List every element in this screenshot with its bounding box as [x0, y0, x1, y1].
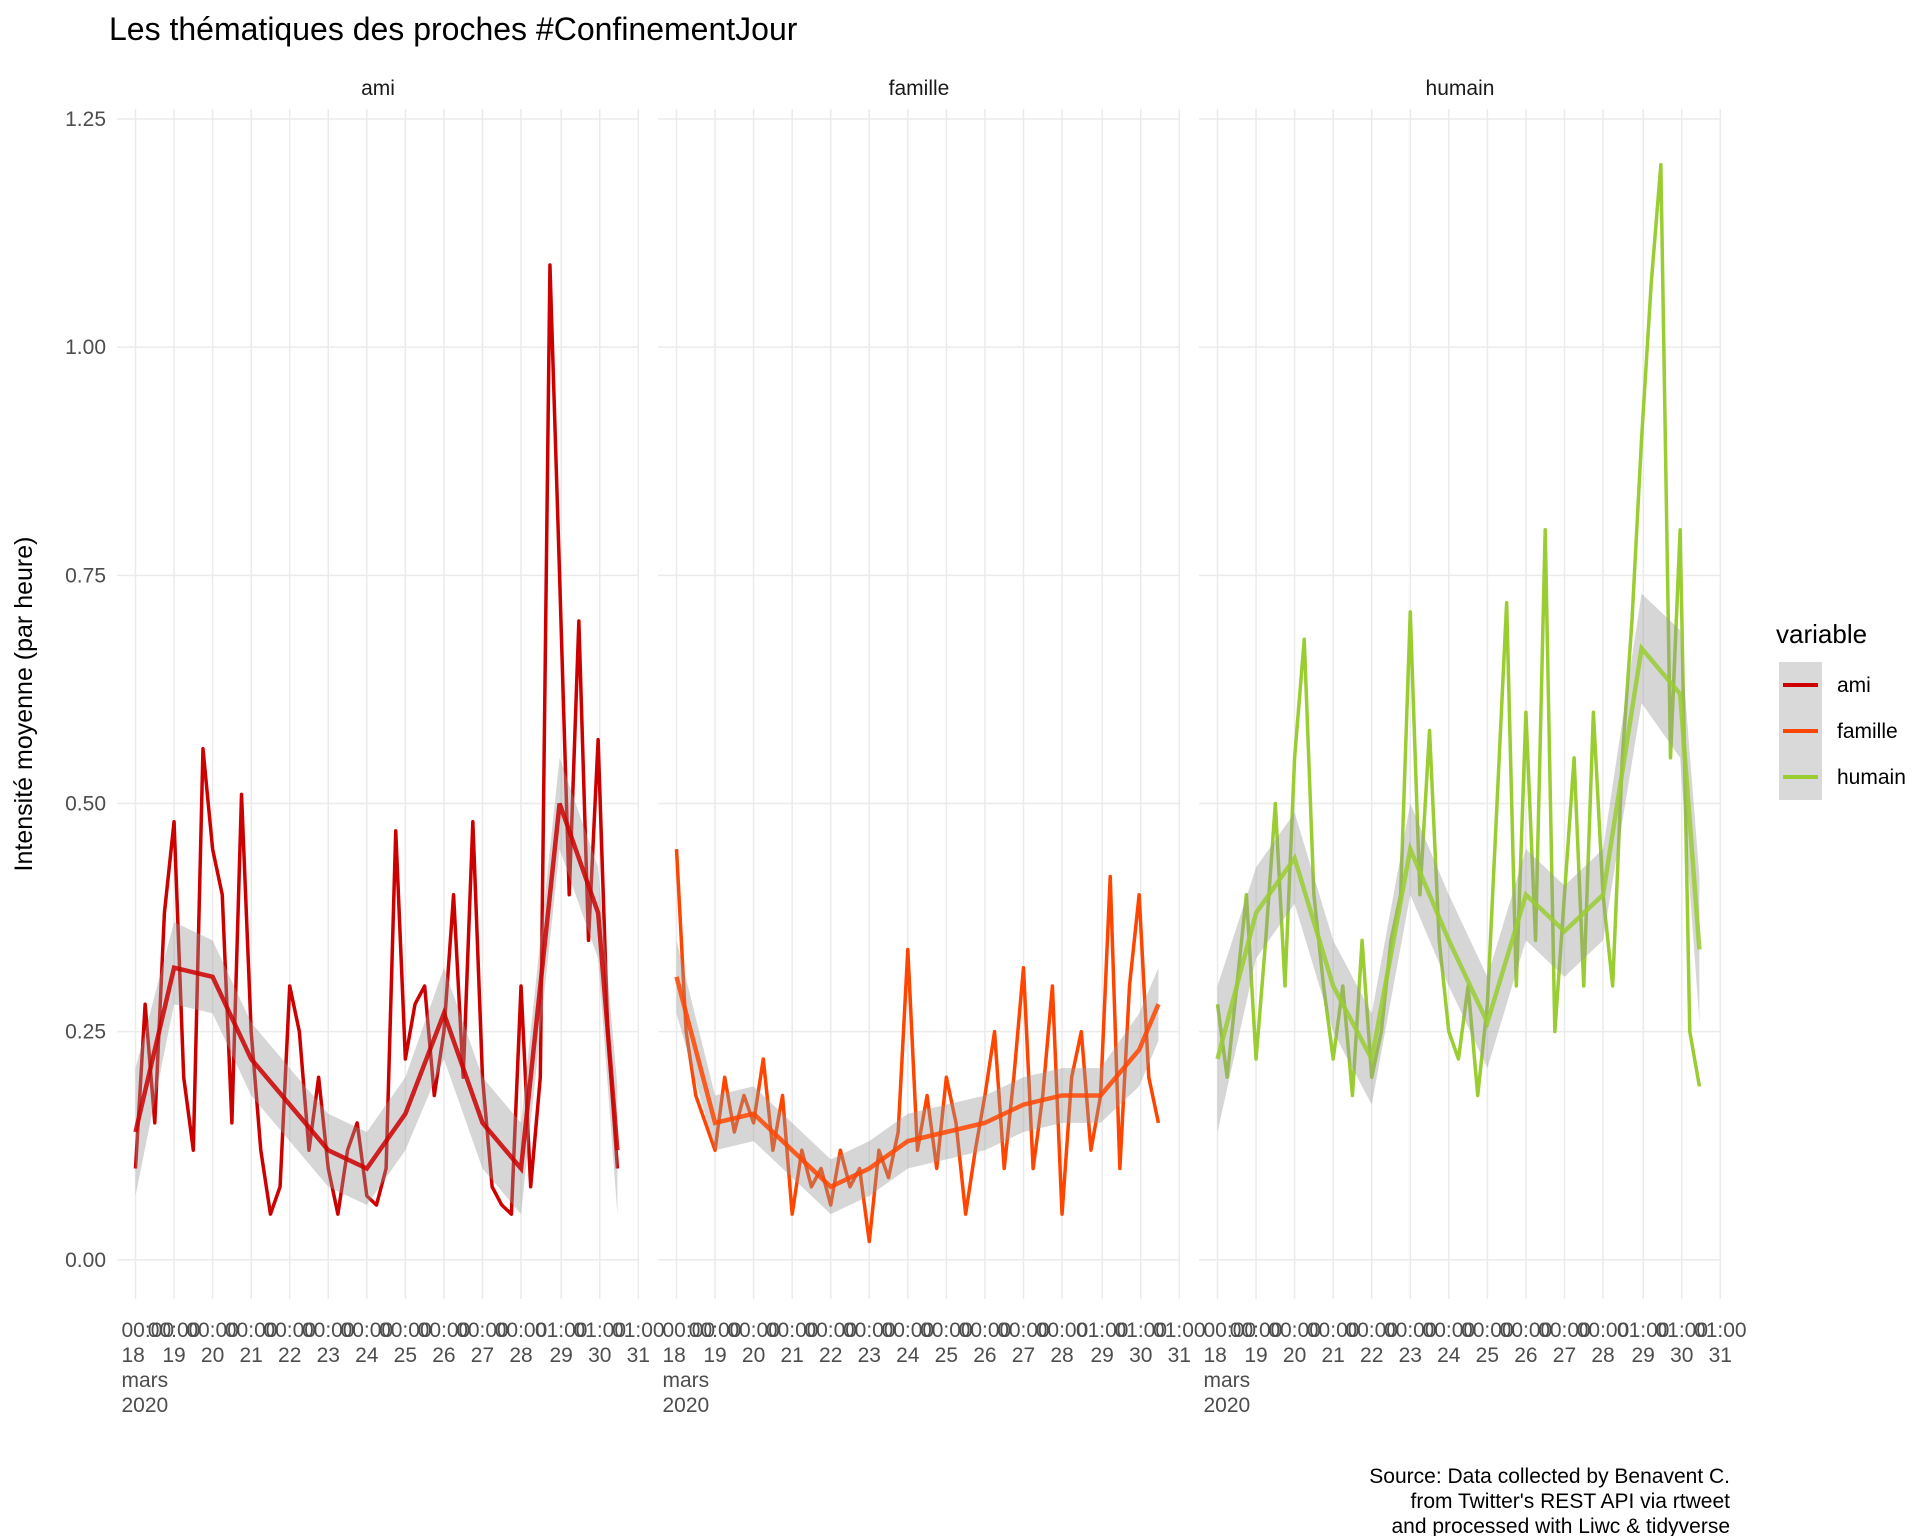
- x-tick-label: 00:00 18 mars 2020: [121, 1319, 175, 1417]
- y-tick-label: 0.00: [65, 1249, 106, 1272]
- caption: and processed with Liwc & tidyverse: [1392, 1515, 1731, 1536]
- x-tick-label: 00:00 26: [417, 1319, 471, 1367]
- y-tick-label: 1.25: [65, 108, 106, 131]
- caption: Source: Data collected by Benavent C.: [1369, 1465, 1730, 1488]
- data-line: [674, 849, 1161, 1244]
- x-tick-label: 00:00 22: [1345, 1319, 1398, 1367]
- x-tick-label: 00:00 26: [1499, 1319, 1553, 1367]
- x-tick-label: 00:00 28: [1035, 1319, 1089, 1367]
- data-line: [1215, 162, 1702, 1098]
- x-tick-label: 00:00 24: [1422, 1319, 1476, 1367]
- x-tick-label: 00:00 28: [1576, 1319, 1630, 1367]
- x-tick-label: 01:00 29: [1616, 1319, 1670, 1367]
- x-tick-label: 00:00 25: [1461, 1319, 1514, 1367]
- x-tick-label: 00:00 19: [688, 1319, 742, 1367]
- chart-title: Les thématiques des proches #Confinement…: [109, 11, 798, 47]
- smooth-line: [133, 802, 620, 1174]
- x-tick-label: 01:00 29: [534, 1319, 588, 1367]
- x-tick-label: 00:00 21: [765, 1319, 819, 1367]
- x-tick-label: 00:00 19: [147, 1319, 201, 1367]
- x-tick-label: 01:00 31: [1153, 1319, 1206, 1367]
- x-tick-label: 00:00 24: [881, 1319, 935, 1367]
- y-tick-label: 1.00: [65, 336, 106, 359]
- x-tick-label: 00:00 22: [263, 1319, 316, 1367]
- x-tick-label: 00:00 28: [494, 1319, 548, 1367]
- x-tick-label: 00:00 27: [997, 1319, 1050, 1367]
- smooth-line: [674, 976, 1161, 1190]
- x-tick-label: 00:00 20: [727, 1319, 780, 1367]
- legend-label: famille: [1837, 720, 1898, 743]
- facet-label: ami: [361, 77, 395, 100]
- x-tick-label: 01:00 30: [1114, 1319, 1168, 1367]
- y-tick-label: 0.75: [65, 564, 106, 587]
- x-tick-label: 00:00 25: [379, 1319, 432, 1367]
- y-axis-label: Intensité moyenne (par heure): [10, 537, 38, 872]
- y-tick-label: 0.50: [65, 792, 106, 815]
- legend-label: humain: [1837, 766, 1906, 789]
- x-tick-label: 00:00 27: [456, 1319, 509, 1367]
- x-tick-label: 00:00 23: [1383, 1319, 1437, 1367]
- x-tick-label: 00:00 23: [301, 1319, 355, 1367]
- facet-label: humain: [1426, 77, 1495, 100]
- x-tick-label: 00:00 20: [1268, 1319, 1321, 1367]
- x-tick-label: 00:00 21: [1306, 1319, 1360, 1367]
- x-tick-label: 00:00 18 mars 2020: [1203, 1319, 1257, 1417]
- x-tick-label: 00:00 26: [958, 1319, 1012, 1367]
- x-tick-label: 01:00 31: [612, 1319, 665, 1367]
- x-tick-label: 00:00 19: [1229, 1319, 1283, 1367]
- confidence-band: [135, 757, 618, 1215]
- x-tick-label: 00:00 25: [920, 1319, 973, 1367]
- confidence-band: [676, 940, 1159, 1215]
- x-tick-label: 01:00 29: [1075, 1319, 1129, 1367]
- facet-label: famille: [889, 77, 950, 100]
- x-tick-label: 00:00 23: [842, 1319, 896, 1367]
- data-line: [133, 263, 620, 1216]
- x-tick-label: 01:00 30: [1655, 1319, 1709, 1367]
- smooth-line: [1215, 643, 1702, 1066]
- x-tick-label: 00:00 18 mars 2020: [662, 1319, 716, 1417]
- x-tick-label: 00:00 20: [186, 1319, 239, 1367]
- caption: from Twitter's REST API via rtweet: [1411, 1490, 1731, 1513]
- x-tick-label: 00:00 22: [804, 1319, 857, 1367]
- legend-title: variable: [1776, 619, 1867, 649]
- x-tick-label: 00:00 27: [1538, 1319, 1591, 1367]
- x-tick-label: 00:00 21: [224, 1319, 278, 1367]
- y-tick-label: 0.25: [65, 1021, 106, 1044]
- legend-label: ami: [1837, 674, 1871, 697]
- x-tick-label: 01:00 31: [1694, 1319, 1747, 1367]
- x-tick-label: 01:00 30: [573, 1319, 627, 1367]
- x-tick-label: 00:00 24: [340, 1319, 394, 1367]
